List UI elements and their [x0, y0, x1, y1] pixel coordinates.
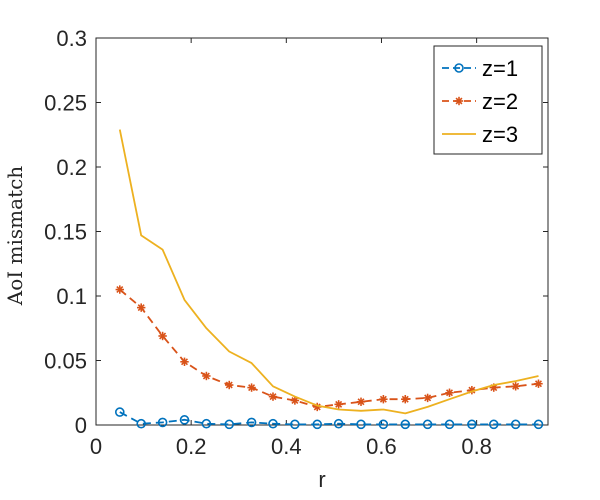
series-line: [118, 129, 539, 415]
data-point: [334, 400, 343, 409]
data-point: [467, 385, 477, 395]
data-point: [445, 388, 454, 397]
data-point: [224, 419, 235, 430]
x-tick-label: 0: [90, 434, 102, 459]
y-tick-label: 0.2: [56, 155, 87, 180]
y-axis: 0 0.05 0.1 0.15 0.2 0.25 0.3: [44, 26, 548, 438]
data-point: [268, 418, 278, 429]
legend-item: z=1: [442, 56, 518, 81]
data-point: [290, 419, 300, 430]
data-point: [247, 383, 256, 392]
legend-label: z=2: [482, 89, 518, 114]
legend-label: z=3: [482, 122, 518, 147]
series-z=1: [114, 407, 544, 430]
data-point: [510, 419, 521, 430]
data-point: [444, 419, 455, 430]
data-point: [467, 419, 477, 430]
data-point: [356, 397, 366, 406]
x-tick-label: 0.8: [461, 434, 492, 459]
series-group: [114, 129, 544, 430]
data-point: [400, 419, 411, 430]
data-point: [333, 418, 344, 429]
x-axis: 0 0.2 0.4 0.6 0.8: [90, 38, 492, 459]
data-point: [454, 96, 464, 106]
data-point: [378, 419, 389, 430]
y-tick-label: 0: [75, 413, 87, 438]
data-point: [136, 303, 146, 312]
y-tick-label: 0.05: [44, 349, 87, 374]
data-point: [356, 419, 366, 430]
data-point: [202, 371, 211, 381]
x-tick-label: 0.6: [366, 434, 397, 459]
data-point: [157, 417, 168, 428]
data-point: [534, 379, 543, 388]
data-point: [401, 395, 410, 404]
y-axis-label: AoI mismatch: [3, 166, 27, 306]
data-point: [423, 393, 432, 403]
data-point: [488, 419, 499, 430]
data-point: [422, 419, 433, 430]
x-axis-label: r: [318, 467, 325, 492]
data-point: [180, 357, 189, 366]
data-point: [158, 331, 167, 341]
data-point: [511, 382, 520, 391]
data-point: [114, 407, 125, 417]
y-tick-label: 0.15: [44, 220, 87, 245]
data-point: [225, 380, 234, 390]
data-point: [379, 395, 388, 404]
x-tick-label: 0.4: [271, 434, 302, 459]
legend-item: z=3: [442, 122, 518, 147]
data-point: [533, 419, 544, 430]
legend-item: z=2: [442, 89, 518, 114]
data-point: [290, 396, 300, 405]
legend-box: [433, 45, 543, 155]
data-point: [179, 415, 190, 425]
legend-label: z=1: [482, 56, 518, 81]
series-z=2: [115, 285, 543, 412]
legend: z=1 z=2 z=3: [433, 45, 543, 155]
data-point: [201, 418, 212, 429]
y-tick-label: 0.1: [56, 284, 87, 309]
data-point: [136, 418, 146, 429]
series-z=3: [118, 129, 539, 415]
data-point: [115, 285, 124, 294]
data-point: [454, 63, 464, 73]
data-point: [312, 419, 323, 430]
data-point: [246, 417, 257, 428]
data-point: [268, 392, 278, 401]
y-tick-label: 0.3: [56, 26, 87, 51]
y-tick-label: 0.25: [44, 91, 87, 116]
x-tick-label: 0.2: [176, 434, 207, 459]
